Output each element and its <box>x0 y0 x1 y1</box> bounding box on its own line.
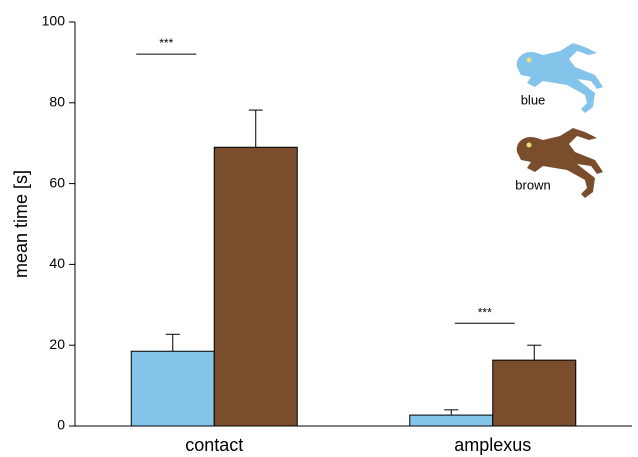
x-tick-label: contact <box>185 435 243 455</box>
significance-label: *** <box>159 36 173 50</box>
legend-label: blue <box>521 92 546 107</box>
significance-label: *** <box>478 305 492 319</box>
bar <box>214 147 297 426</box>
legend-item: brown <box>515 128 603 198</box>
y-tick-label: 40 <box>49 255 65 271</box>
chart: mean time [s] 0 20 40 60 80 100 contact *** ampl… <box>0 0 638 457</box>
legend-frog-eye <box>527 58 532 63</box>
y-axis-label: mean time [s] <box>11 170 31 278</box>
y-tick-label: 80 <box>49 94 65 110</box>
y-tick-label: 60 <box>49 174 65 190</box>
x-tick-label: amplexus <box>454 435 531 455</box>
legend-frog-eye <box>527 143 532 148</box>
y-tick-label: 0 <box>57 417 65 433</box>
y-tick-label: 20 <box>49 336 65 352</box>
bar <box>493 360 576 426</box>
legend-label: brown <box>515 177 550 192</box>
bar <box>410 415 493 426</box>
y-tick-label: 100 <box>42 13 66 29</box>
legend-item: blue <box>517 43 603 113</box>
bar <box>131 351 214 426</box>
